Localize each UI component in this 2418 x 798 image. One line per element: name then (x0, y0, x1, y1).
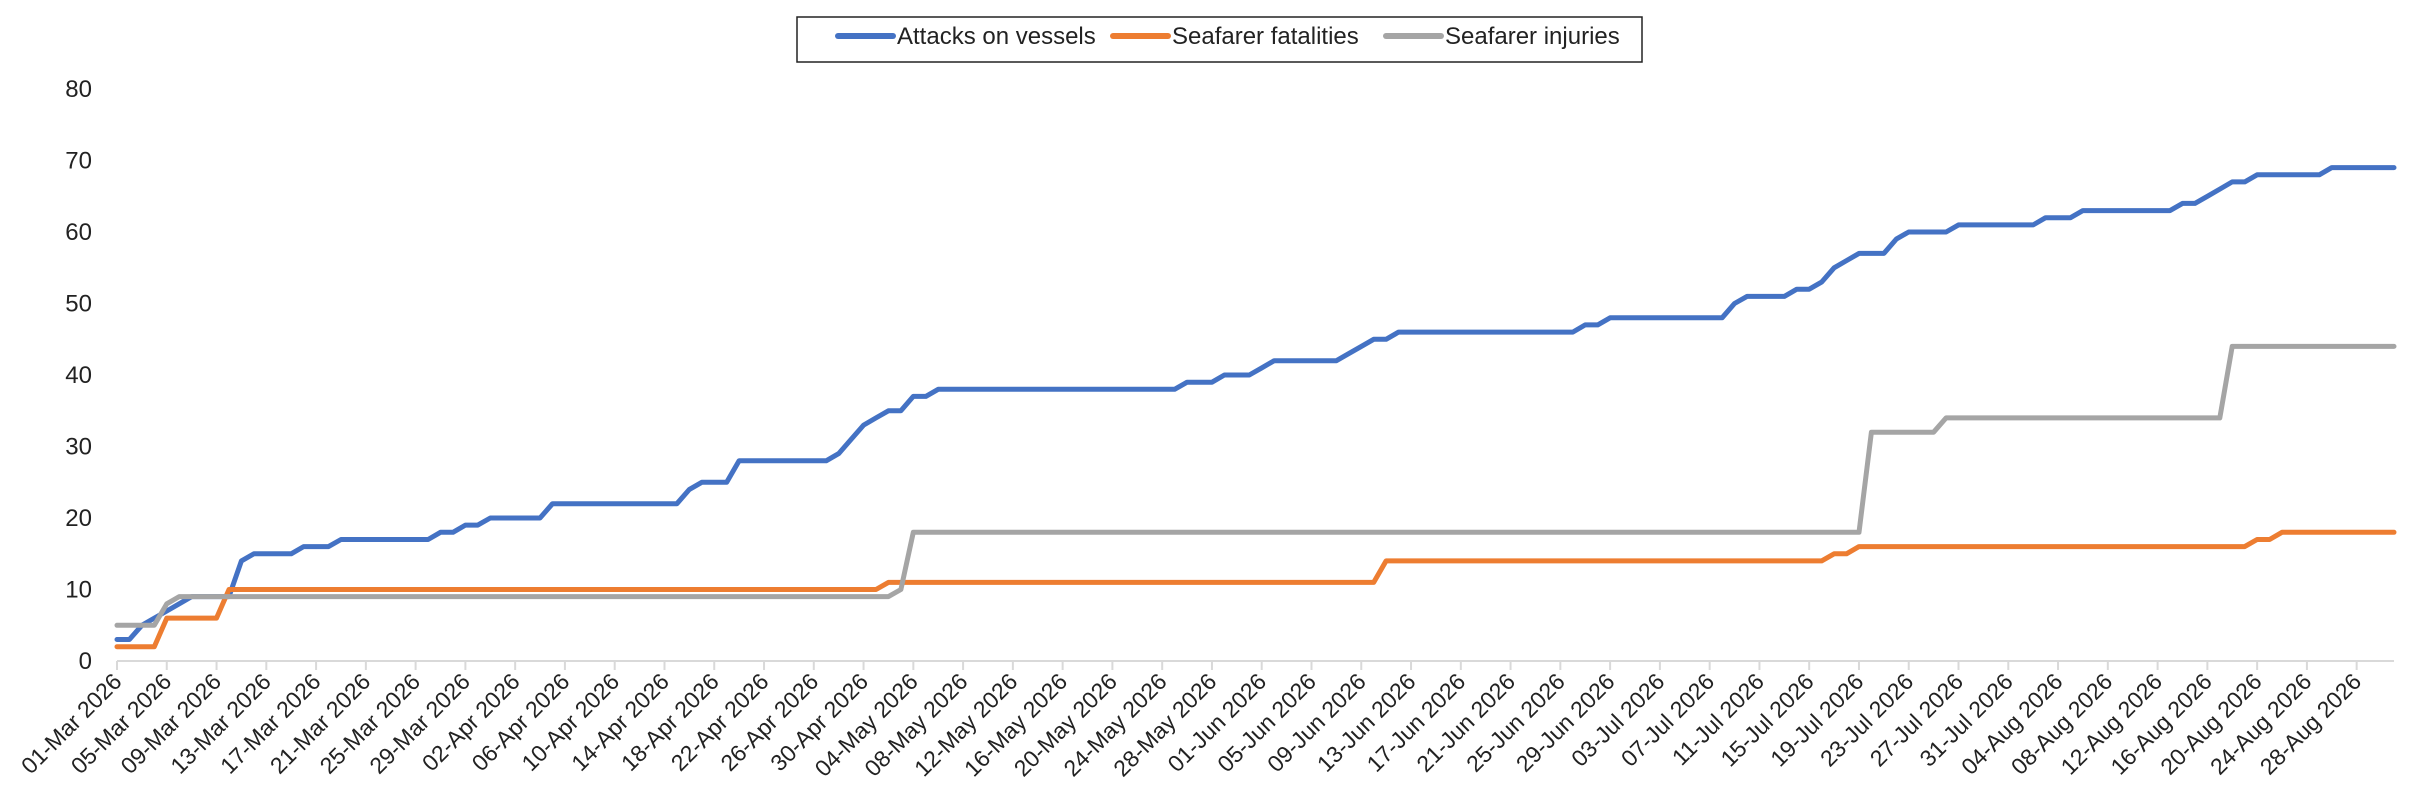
y-tick-label: 80 (65, 76, 92, 103)
y-tick-label: 60 (65, 219, 92, 246)
y-tick-label: 30 (65, 434, 92, 461)
y-tick-label: 50 (65, 291, 92, 318)
legend: Attacks on vessels Seafarer fatalities Sea… (796, 16, 1643, 63)
y-tick-label: 40 (65, 362, 92, 389)
y-tick-label: 10 (65, 577, 92, 604)
y-tick-label: 20 (65, 505, 92, 532)
legend-label: Attacks on vessels (897, 23, 1096, 50)
legend-label: Seafarer injuries (1445, 23, 1620, 50)
series-line-attacks-on-vessels (114, 165, 2397, 642)
y-tick-label: 0 (79, 648, 92, 675)
series-line-seafarer-injuries (114, 343, 2397, 628)
series-line-seafarer-fatalities (114, 529, 2397, 650)
series-layer (114, 165, 2397, 650)
legend-box (796, 16, 1643, 63)
legend-label: Seafarer fatalities (1172, 23, 1359, 50)
y-axis: 0 10 20 30 40 50 60 70 80 (65, 76, 92, 675)
y-tick-label: 70 (65, 148, 92, 175)
